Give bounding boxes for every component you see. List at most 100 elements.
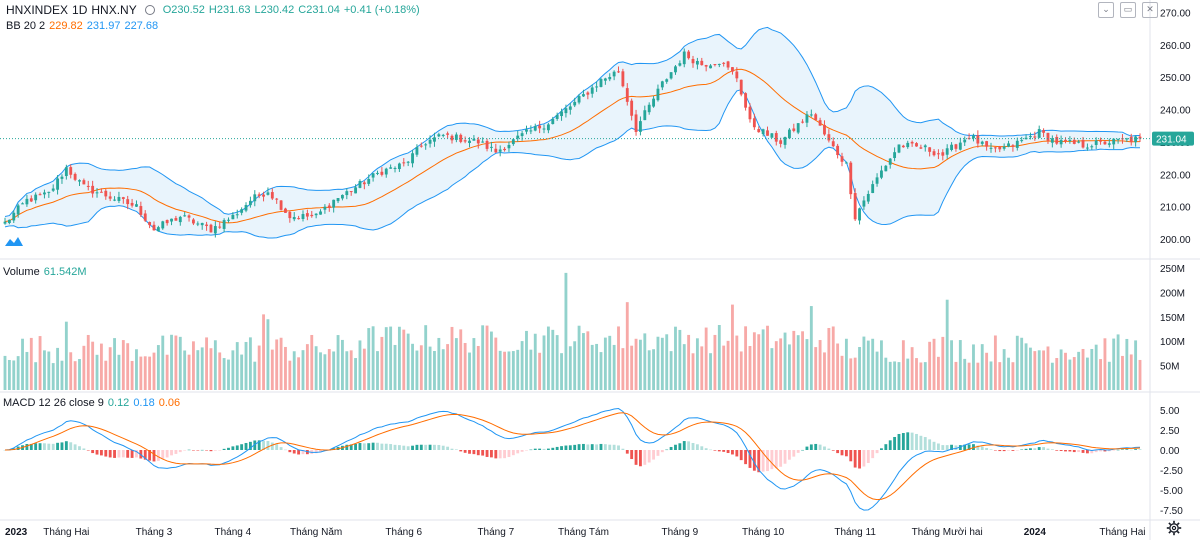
- macd-histogram-bar: [691, 443, 695, 450]
- volume-bar: [200, 347, 204, 390]
- macd-histogram-bar: [121, 450, 125, 458]
- candle: [910, 140, 914, 147]
- volume-bar: [551, 329, 555, 390]
- macd-histogram-bar: [1112, 450, 1116, 451]
- volume-bar: [209, 348, 213, 390]
- candle: [288, 210, 292, 223]
- candle: [284, 207, 287, 213]
- macd-histogram-bar: [192, 450, 195, 451]
- macd-line: [4, 408, 1141, 511]
- macd-histogram-bar: [187, 449, 191, 451]
- volume-bar: [906, 358, 910, 390]
- visibility-icon[interactable]: [144, 5, 155, 15]
- interval-label[interactable]: 1D: [72, 3, 88, 17]
- volume-bar: [928, 341, 932, 390]
- last-price-tag: [1152, 131, 1194, 146]
- volume-bar: [402, 329, 406, 390]
- macd-histogram-bar: [240, 444, 244, 450]
- macd-histogram-bar: [130, 450, 134, 458]
- candle: [871, 180, 875, 194]
- volume-bar: [757, 334, 761, 390]
- macd-histogram-bar: [634, 450, 638, 465]
- candle: [301, 210, 305, 222]
- volume-legend[interactable]: Volume 61.542M: [3, 265, 87, 279]
- time-tick-label: Tháng 4: [215, 527, 252, 538]
- macd-legend[interactable]: MACD 12 26 close 9 0.12 0.18 0.06: [3, 396, 180, 410]
- candle: [7, 219, 11, 225]
- tradingview-logo-icon[interactable]: [4, 234, 24, 248]
- candle: [314, 213, 318, 219]
- bb-basis-value: 229.82: [49, 20, 83, 32]
- macd-histogram-bar: [608, 444, 612, 450]
- volume-bar: [923, 362, 927, 390]
- volume-bar: [1134, 340, 1138, 390]
- close-pane-icon[interactable]: ✕: [1142, 2, 1158, 18]
- macd-histogram-bar: [1129, 449, 1133, 451]
- candle: [341, 194, 344, 201]
- candle: [928, 147, 932, 157]
- volume-bar: [345, 351, 349, 390]
- volume-bar: [29, 337, 33, 390]
- macd-histogram-bar: [507, 450, 511, 457]
- candle: [884, 164, 888, 172]
- candle: [919, 144, 923, 150]
- candle: [770, 132, 774, 139]
- volume-bar: [945, 299, 949, 390]
- volume-bar: [1024, 343, 1028, 390]
- volume-bar: [525, 330, 528, 390]
- macd-histogram-bar: [757, 450, 761, 473]
- macd-histogram-bar: [564, 445, 568, 450]
- candle: [91, 180, 95, 198]
- volume-title[interactable]: Volume: [3, 266, 40, 278]
- price-tick-label: 260.00: [1160, 41, 1191, 52]
- exchange-label: HNX.NY: [91, 3, 137, 17]
- volume-bar: [1002, 349, 1006, 390]
- time-tick-label: Tháng 11: [834, 527, 876, 538]
- volume-bar: [674, 326, 677, 390]
- symbol-legend[interactable]: HNXINDEX 1D HNX.NY O230.52 H231.63 L230.…: [6, 3, 420, 17]
- volume-bar: [336, 335, 340, 390]
- candle: [1011, 144, 1015, 152]
- candle: [779, 137, 783, 148]
- volume-bar: [656, 336, 660, 390]
- volume-bar: [288, 360, 292, 390]
- macd-title[interactable]: MACD 12 26 close 9: [3, 397, 104, 409]
- macd-histogram-bar: [774, 450, 778, 469]
- volume-bar: [941, 336, 945, 390]
- volume-bar: [218, 352, 222, 390]
- candle: [476, 136, 480, 149]
- candle: [866, 190, 870, 204]
- settings-gear-icon[interactable]: [1166, 520, 1182, 536]
- macd-histogram-bar: [766, 450, 769, 472]
- collapse-pane-icon[interactable]: ⌄: [1098, 2, 1114, 18]
- macd-histogram-bar: [86, 450, 90, 451]
- volume-bar: [161, 335, 165, 390]
- volume-bar: [1129, 354, 1133, 390]
- maximize-pane-icon[interactable]: ▭: [1120, 2, 1136, 18]
- macd-histogram-bar: [25, 443, 29, 450]
- candle: [345, 188, 349, 200]
- macd-histogram-bar: [218, 450, 222, 451]
- volume-bar: [1085, 357, 1089, 390]
- volume-bar: [586, 331, 590, 390]
- bb-legend[interactable]: BB 20 2 229.82 231.97 227.68: [6, 19, 158, 33]
- macd-histogram-bar: [1064, 450, 1067, 452]
- candle: [836, 143, 840, 159]
- candle: [511, 138, 515, 146]
- volume-value: 61.542M: [43, 266, 87, 278]
- macd-histogram-bar: [866, 450, 870, 463]
- volume-bar: [437, 337, 441, 390]
- macd-histogram-bar: [853, 450, 857, 468]
- volume-bar: [454, 338, 458, 390]
- candle: [932, 149, 936, 157]
- symbol-name[interactable]: HNXINDEX: [6, 3, 69, 17]
- macd-histogram-bar: [603, 444, 607, 450]
- time-tick-label: Tháng 6: [385, 527, 422, 538]
- macd-histogram-bar: [595, 444, 599, 450]
- bb-title[interactable]: BB 20 2: [6, 20, 46, 32]
- macd-histogram-bar: [577, 444, 581, 450]
- volume-bar: [770, 348, 774, 390]
- candle: [253, 190, 257, 207]
- price-tick-label: 210.00: [1160, 203, 1191, 214]
